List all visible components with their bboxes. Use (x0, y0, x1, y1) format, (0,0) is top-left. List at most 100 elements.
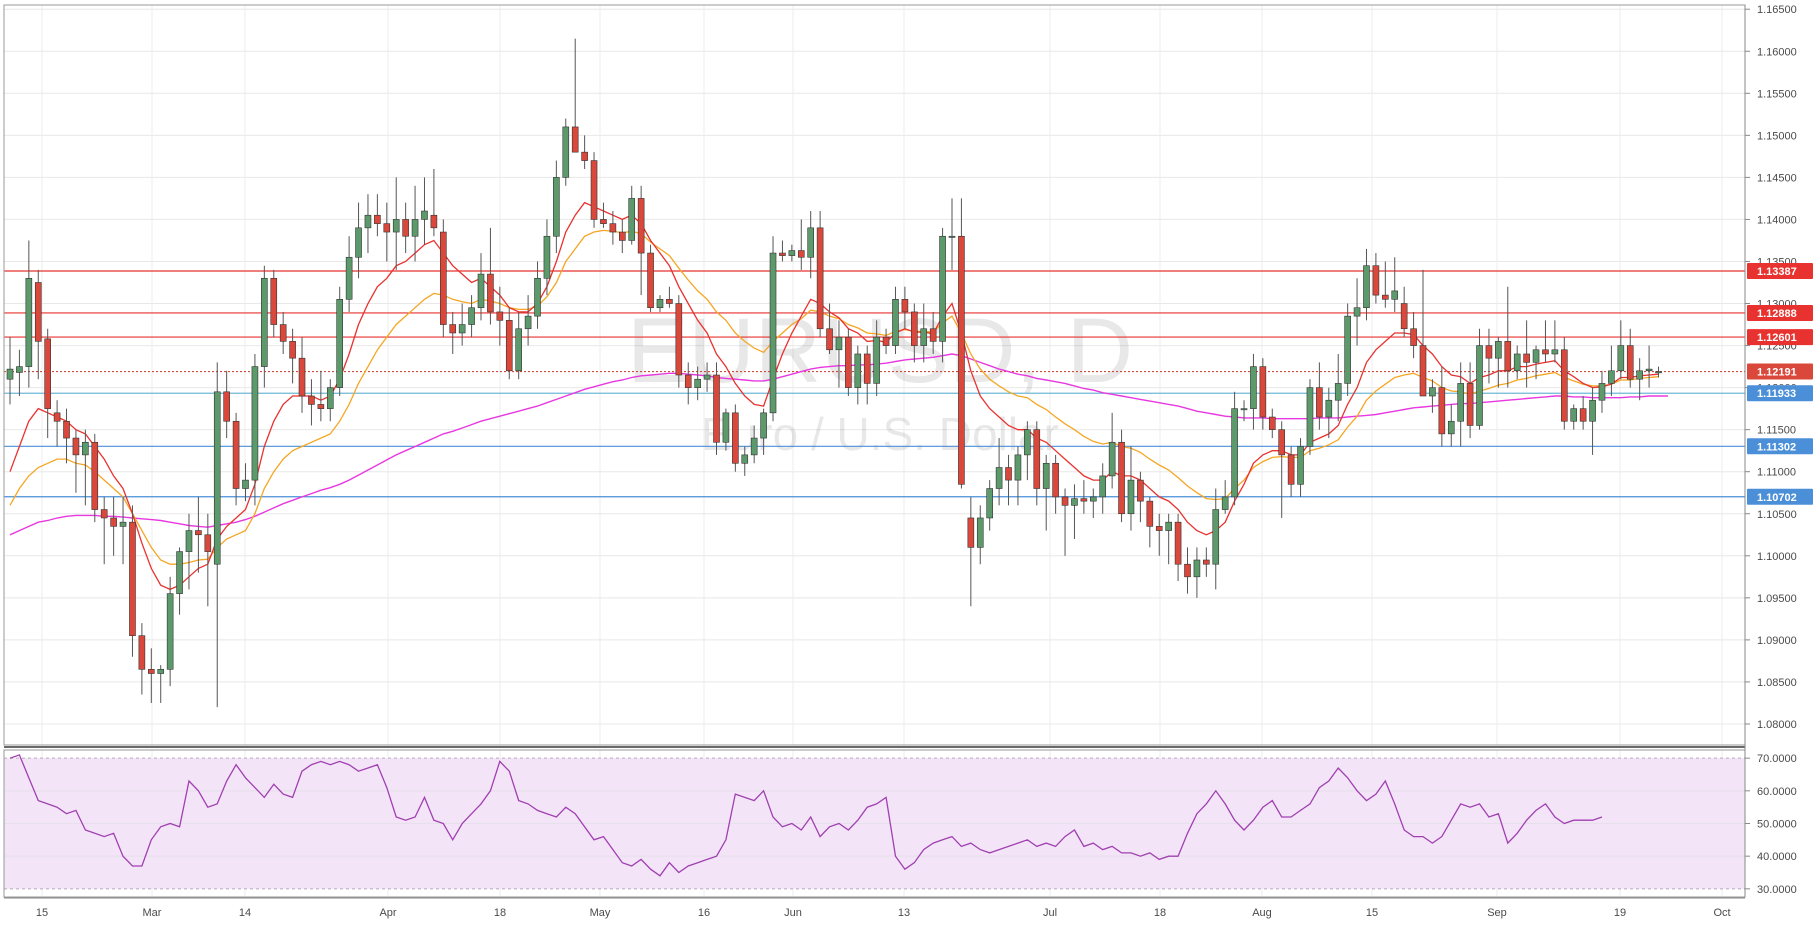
bearish-candle (1466, 362, 1474, 439)
candle-body (1570, 408, 1578, 422)
bearish-candle (298, 337, 306, 413)
candle-body (1193, 559, 1201, 578)
bearish-candle (911, 303, 918, 363)
candle-body (1551, 349, 1559, 355)
candle-body (1127, 479, 1135, 515)
candle-body (854, 353, 862, 388)
bullish-candle (1334, 353, 1342, 422)
candle-body (505, 320, 513, 372)
bullish-candle (1495, 337, 1502, 388)
candle-body (458, 324, 466, 334)
date-tick-label: 16 (698, 907, 710, 919)
candle-body (524, 315, 532, 330)
bearish-candle (967, 496, 975, 607)
bearish-candle (1155, 513, 1163, 556)
candle-body (336, 299, 344, 388)
bullish-candle (16, 349, 23, 397)
bearish-candle (958, 198, 965, 489)
bearish-candle (1438, 366, 1446, 447)
candle-body (392, 219, 400, 233)
price-tick-label: 1.09500 (1757, 593, 1797, 605)
bullish-candle (1024, 421, 1031, 481)
candle-body (581, 151, 588, 161)
candle-body (1033, 429, 1041, 489)
candle-body (1042, 462, 1050, 489)
candle-body (1589, 399, 1596, 422)
bearish-candle (1033, 421, 1041, 506)
bearish-candle (195, 496, 202, 573)
candle-body (628, 198, 636, 241)
candle-body (1645, 368, 1653, 372)
bullish-candle (157, 665, 165, 703)
bullish-candle (1476, 328, 1483, 430)
candle-body (939, 235, 946, 342)
candle-body (788, 250, 796, 256)
bearish-candle (1118, 429, 1125, 523)
bearish-candle (1278, 421, 1285, 518)
candle-body (166, 593, 174, 670)
bearish-candle (279, 311, 287, 354)
candle-body (1400, 303, 1408, 330)
bullish-candle (355, 202, 362, 279)
candle-body (1353, 307, 1361, 317)
price-tick-label: 1.08500 (1757, 677, 1797, 689)
candle-body (920, 328, 928, 346)
bearish-candle (1523, 320, 1530, 388)
candle-body (326, 387, 334, 409)
price-level-tag (1747, 329, 1813, 346)
candle-body (948, 235, 956, 238)
candle-body (34, 282, 42, 342)
bullish-candle (995, 438, 1003, 506)
bullish-candle (1193, 547, 1201, 598)
candle-body (138, 635, 146, 670)
bearish-candle (53, 400, 61, 447)
candle-body (1184, 563, 1191, 578)
candle-body (1504, 341, 1512, 372)
candle-body (986, 488, 993, 519)
bearish-candle (1372, 253, 1380, 304)
bullish-candle (1014, 446, 1022, 506)
bearish-candle (138, 623, 146, 695)
bearish-candle (1080, 480, 1088, 514)
bullish-candle (873, 320, 880, 397)
candle-body (1052, 462, 1059, 498)
bullish-candle (1636, 358, 1643, 401)
candle-body (1316, 387, 1323, 418)
candle-body (835, 336, 843, 351)
candle-body (553, 177, 560, 237)
candle-body (100, 509, 108, 519)
bearish-candle (647, 244, 654, 312)
bullish-candle (119, 496, 127, 565)
candle-body (430, 214, 438, 229)
candle-body (1438, 387, 1446, 435)
price-tick-label: 1.14500 (1757, 172, 1797, 184)
bearish-candle (1146, 496, 1154, 548)
bullish-candle (854, 345, 862, 405)
price-tick-label: 1.15500 (1757, 88, 1797, 100)
bearish-candle (713, 362, 720, 455)
candle-body (1495, 341, 1502, 359)
bullish-candle (261, 265, 268, 388)
candle-body (110, 517, 117, 527)
candle-body (713, 374, 720, 443)
bullish-candle (1250, 353, 1257, 430)
bullish-candle (694, 366, 701, 401)
bullish-candle (1306, 379, 1314, 455)
bullish-candle (1551, 320, 1559, 363)
candle-body (1485, 345, 1493, 359)
bearish-candle (1203, 547, 1210, 577)
candle-body (571, 126, 579, 153)
rsi-band-layer (4, 757, 1745, 890)
candle-body (1259, 366, 1267, 418)
price-tick-label: 1.10000 (1757, 551, 1797, 563)
candle-body (976, 517, 984, 548)
candle-body (1268, 416, 1276, 430)
candle-body (722, 412, 730, 443)
ema-fast-line (9, 201, 1659, 591)
candle-body (308, 395, 315, 405)
bearish-candle (1005, 454, 1012, 506)
candle-body (1476, 345, 1483, 426)
candle-body (195, 530, 202, 536)
bullish-candle (1071, 484, 1078, 539)
candle-body (647, 252, 654, 309)
